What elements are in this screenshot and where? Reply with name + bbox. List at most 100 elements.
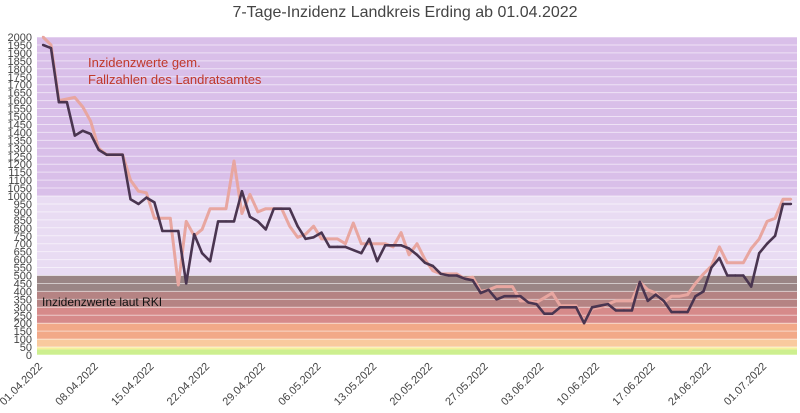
series-0-point-26: [248, 193, 252, 196]
series-1-point-49: [431, 264, 435, 268]
series-0-point-46: [407, 253, 411, 257]
series-0-point-57: [495, 285, 498, 288]
y-tick-28: 1400: [8, 127, 32, 139]
series-1-point-67: [574, 306, 578, 309]
series-1-point-43: [383, 244, 387, 247]
series-1-point-92: [773, 234, 777, 237]
series-1-point-87: [734, 274, 737, 277]
y-tick-11: 550: [14, 263, 32, 275]
series-1-point-77: [654, 293, 657, 296]
series-1-point-9: [113, 153, 116, 156]
y-tick-39: 1950: [8, 40, 32, 52]
y-tick-23: 1150: [8, 167, 32, 179]
y-tick-30: 1500: [8, 112, 32, 124]
series-0-point-94: [789, 197, 793, 201]
series-1-point-58: [503, 294, 506, 298]
series-0-point-81: [686, 293, 689, 296]
series-0-point-59: [511, 285, 514, 288]
series-1-point-10: [121, 153, 124, 156]
series-1-point-2: [57, 100, 61, 104]
series-0-point-73: [622, 299, 626, 303]
band-7: [37, 347, 797, 350]
y-tick-31: 1550: [8, 104, 32, 116]
series-1-point-65: [559, 306, 562, 309]
series-0-point-5: [81, 105, 84, 109]
series-1-point-71: [606, 302, 610, 306]
series-1-point-17: [177, 229, 180, 233]
series-0-point-33: [304, 232, 307, 236]
series-0-point-91: [765, 220, 769, 223]
y-tick-13: 650: [14, 247, 32, 259]
y-tick-5: 250: [14, 310, 32, 322]
series-1-point-59: [511, 294, 514, 298]
series-0-point-79: [670, 294, 673, 298]
series-1-point-37: [336, 245, 339, 249]
x-tick-1: 08.04.2022: [53, 361, 100, 408]
series-1-point-74: [630, 309, 634, 312]
series-1-point-46: [407, 247, 411, 250]
series-1-point-7: [97, 148, 100, 152]
series-1-point-5: [81, 129, 84, 133]
y-tick-labels: 0501001502002503003504004505005506006507…: [8, 32, 32, 362]
series-1-point-47: [415, 253, 419, 257]
series-1-point-14: [153, 201, 156, 204]
series-1-point-62: [535, 302, 538, 306]
series-1-point-91: [765, 242, 769, 245]
series-0-point-6: [89, 120, 92, 123]
series-0-point-35: [320, 237, 323, 241]
y-tick-34: 1700: [8, 80, 32, 92]
series-0-point-38: [344, 242, 347, 245]
y-tick-25: 1250: [8, 151, 32, 163]
series-1-point-30: [280, 207, 283, 210]
series-1-point-41: [368, 237, 371, 241]
series-1-point-94: [789, 202, 793, 206]
series-0-point-76: [646, 288, 649, 292]
series-1-point-19: [192, 232, 196, 236]
series-1-point-66: [566, 306, 570, 309]
x-tick-labels: 01.04.2022 08.04.2022 15.04.2022 22.04.2022…: [0, 361, 769, 408]
band-6: [37, 339, 797, 348]
y-tick-7: 350: [14, 294, 32, 306]
series-1-point-75: [638, 280, 642, 284]
series-0-point-16: [169, 217, 172, 220]
y-tick-36: 1800: [8, 64, 32, 76]
x-tick-5: 06.05.2022: [276, 361, 323, 408]
series-0-point-85: [718, 245, 721, 249]
y-tick-27: 1350: [8, 135, 32, 147]
series-0-point-31: [288, 225, 291, 228]
x-tick-4: 29.04.2022: [221, 361, 268, 408]
series-1-point-56: [487, 288, 490, 292]
y-tick-4: 200: [14, 318, 32, 330]
series-0-point-42: [376, 242, 379, 245]
series-0-point-32: [296, 236, 299, 239]
series-1-point-38: [344, 245, 347, 249]
y-tick-14: 700: [14, 239, 32, 251]
series-0-point-93: [781, 197, 785, 201]
x-tick-10: 10.06.2022: [555, 361, 602, 408]
series-1-point-32: [296, 225, 299, 228]
series-1-point-80: [678, 310, 681, 314]
series-1-point-73: [622, 309, 626, 312]
series-1-point-26: [248, 215, 252, 218]
series-1-point-54: [471, 279, 474, 282]
series-1-point-13: [145, 196, 148, 199]
series-1: [41, 43, 793, 325]
x-tick-9: 03.06.2022: [499, 361, 546, 408]
series-1-point-25: [240, 190, 244, 193]
series-1-point-68: [582, 322, 586, 325]
series-0-point-37: [336, 237, 339, 241]
series-1-point-83: [702, 290, 705, 293]
series-0-point-40: [360, 242, 363, 245]
series-0-point-48: [423, 258, 427, 261]
series-1-point-23: [224, 220, 228, 223]
series-1-point-45: [399, 244, 403, 247]
series-0-point-63: [543, 296, 546, 299]
series-0-point-74: [630, 299, 634, 303]
y-tick-19: 950: [14, 199, 32, 211]
y-tick-16: 800: [14, 223, 32, 235]
y-tick-18: 900: [14, 207, 32, 219]
x-tick-0: 01.04.2022: [0, 361, 45, 408]
series-0-point-11: [129, 178, 132, 182]
series-1-point-29: [272, 207, 275, 210]
